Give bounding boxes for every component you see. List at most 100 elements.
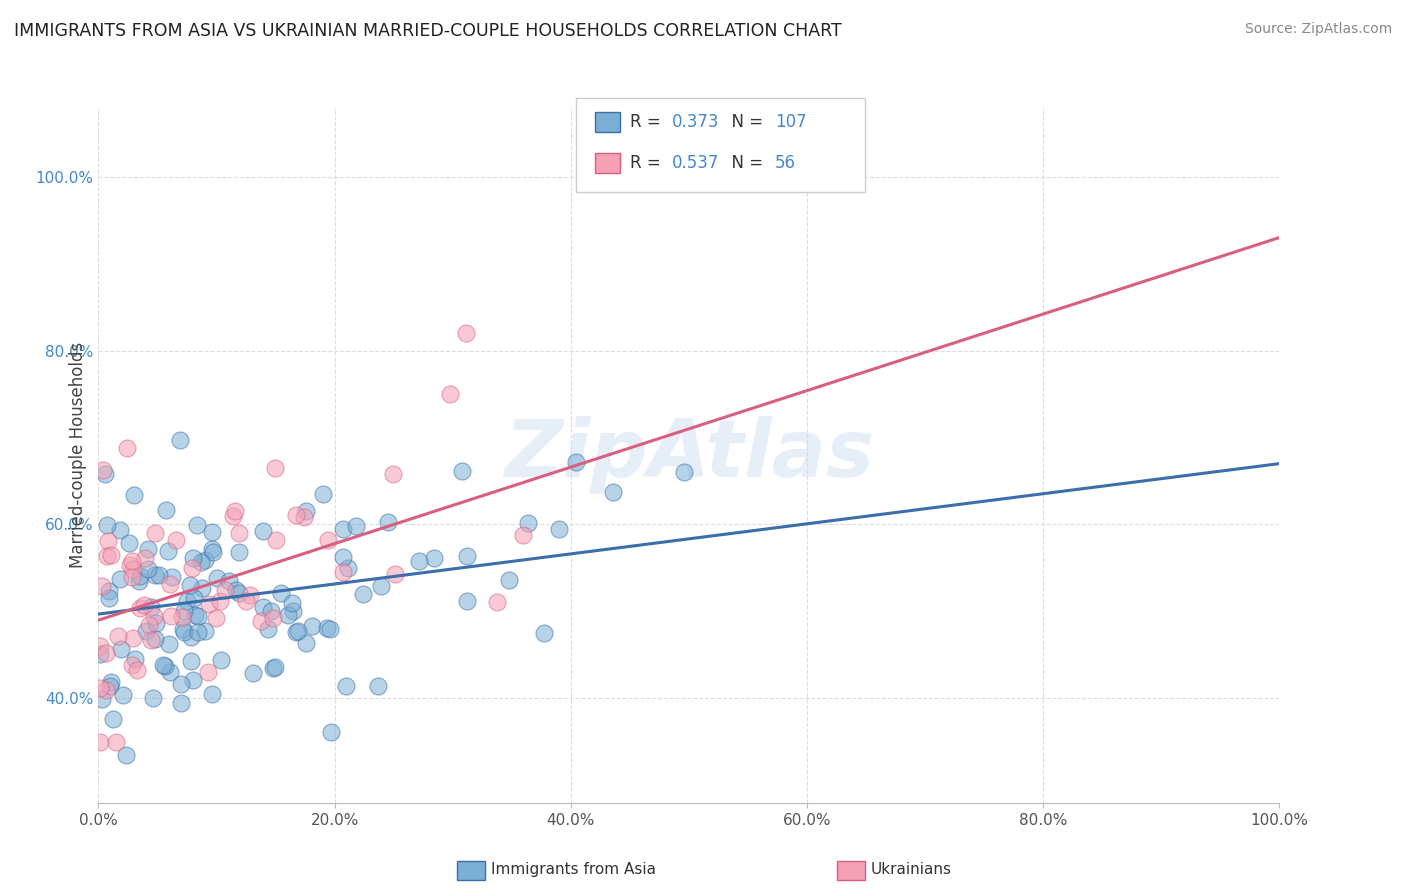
Point: [673, 465, 696, 479]
Point: [159, 637, 181, 651]
Point: [228, 525, 250, 540]
Point: [179, 578, 201, 592]
Point: [172, 623, 194, 637]
Point: [316, 533, 339, 547]
Text: R =: R =: [630, 154, 666, 172]
Point: [103, 712, 125, 726]
Point: [136, 542, 159, 557]
Point: [115, 747, 138, 762]
Point: [110, 524, 132, 538]
Point: [533, 626, 555, 640]
Point: [190, 555, 212, 569]
Point: [170, 696, 193, 710]
Point: [125, 663, 148, 677]
Point: [132, 599, 155, 613]
Point: [285, 508, 308, 522]
Point: [172, 610, 194, 624]
Point: [124, 651, 146, 665]
Point: [96, 646, 118, 660]
Point: [281, 596, 304, 610]
Point: [262, 661, 284, 675]
Point: [96, 518, 118, 533]
Point: [96, 549, 118, 563]
Point: [222, 508, 245, 523]
Y-axis label: Married-couple Households: Married-couple Households: [69, 342, 87, 568]
Point: [201, 544, 224, 558]
Text: IMMIGRANTS FROM ASIA VS UKRAINIAN MARRIED-COUPLE HOUSEHOLDS CORRELATION CHART: IMMIGRANTS FROM ASIA VS UKRAINIAN MARRIE…: [14, 22, 842, 40]
Point: [422, 551, 444, 566]
Text: R =: R =: [630, 113, 666, 131]
Point: [134, 550, 156, 565]
Point: [204, 611, 226, 625]
Point: [263, 660, 285, 674]
Point: [332, 566, 354, 580]
Point: [312, 487, 335, 501]
Point: [100, 674, 122, 689]
Text: Source: ZipAtlas.com: Source: ZipAtlas.com: [1244, 22, 1392, 37]
Point: [160, 570, 183, 584]
Point: [159, 577, 181, 591]
Point: [318, 622, 340, 636]
Text: N =: N =: [721, 113, 769, 131]
Point: [138, 618, 160, 632]
Point: [316, 621, 339, 635]
Point: [224, 503, 246, 517]
Point: [89, 735, 111, 749]
Point: [122, 488, 145, 502]
Point: [512, 528, 534, 542]
Point: [257, 622, 280, 636]
Point: [117, 442, 139, 456]
Point: [332, 549, 354, 564]
Point: [120, 558, 142, 572]
Point: [100, 548, 122, 562]
Point: [517, 516, 540, 530]
Point: [98, 591, 121, 605]
Point: [107, 629, 129, 643]
Point: [98, 679, 121, 693]
Point: [121, 554, 143, 568]
Point: [198, 597, 221, 611]
Point: [157, 543, 180, 558]
Text: N =: N =: [721, 154, 769, 172]
Point: [184, 607, 207, 622]
Point: [91, 579, 114, 593]
Point: [249, 615, 271, 629]
Point: [263, 461, 285, 475]
Point: [159, 665, 181, 679]
Point: [145, 615, 167, 630]
Point: [260, 604, 283, 618]
Point: [91, 691, 114, 706]
Point: [205, 571, 228, 585]
Point: [152, 658, 174, 673]
Point: [94, 683, 117, 698]
Text: Immigrants from Asia: Immigrants from Asia: [491, 863, 655, 877]
Point: [439, 386, 461, 401]
Point: [183, 591, 205, 605]
Point: [367, 679, 389, 693]
Point: [194, 553, 217, 567]
Point: [352, 586, 374, 600]
Point: [201, 687, 224, 701]
Point: [228, 586, 250, 600]
Point: [148, 567, 170, 582]
Point: [208, 594, 231, 608]
Point: [97, 533, 120, 548]
Point: [129, 601, 152, 615]
Point: [143, 567, 166, 582]
Point: [121, 658, 143, 673]
Point: [181, 561, 204, 575]
Point: [122, 562, 145, 576]
Point: [277, 608, 299, 623]
Point: [111, 689, 134, 703]
Point: [301, 619, 323, 633]
Point: [128, 568, 150, 582]
Point: [89, 639, 111, 653]
Point: [108, 572, 131, 586]
Text: 0.537: 0.537: [672, 154, 720, 172]
Point: [180, 630, 202, 644]
Point: [456, 549, 478, 564]
Point: [122, 631, 145, 645]
Point: [104, 735, 127, 749]
Point: [187, 609, 209, 624]
Point: [135, 624, 157, 638]
